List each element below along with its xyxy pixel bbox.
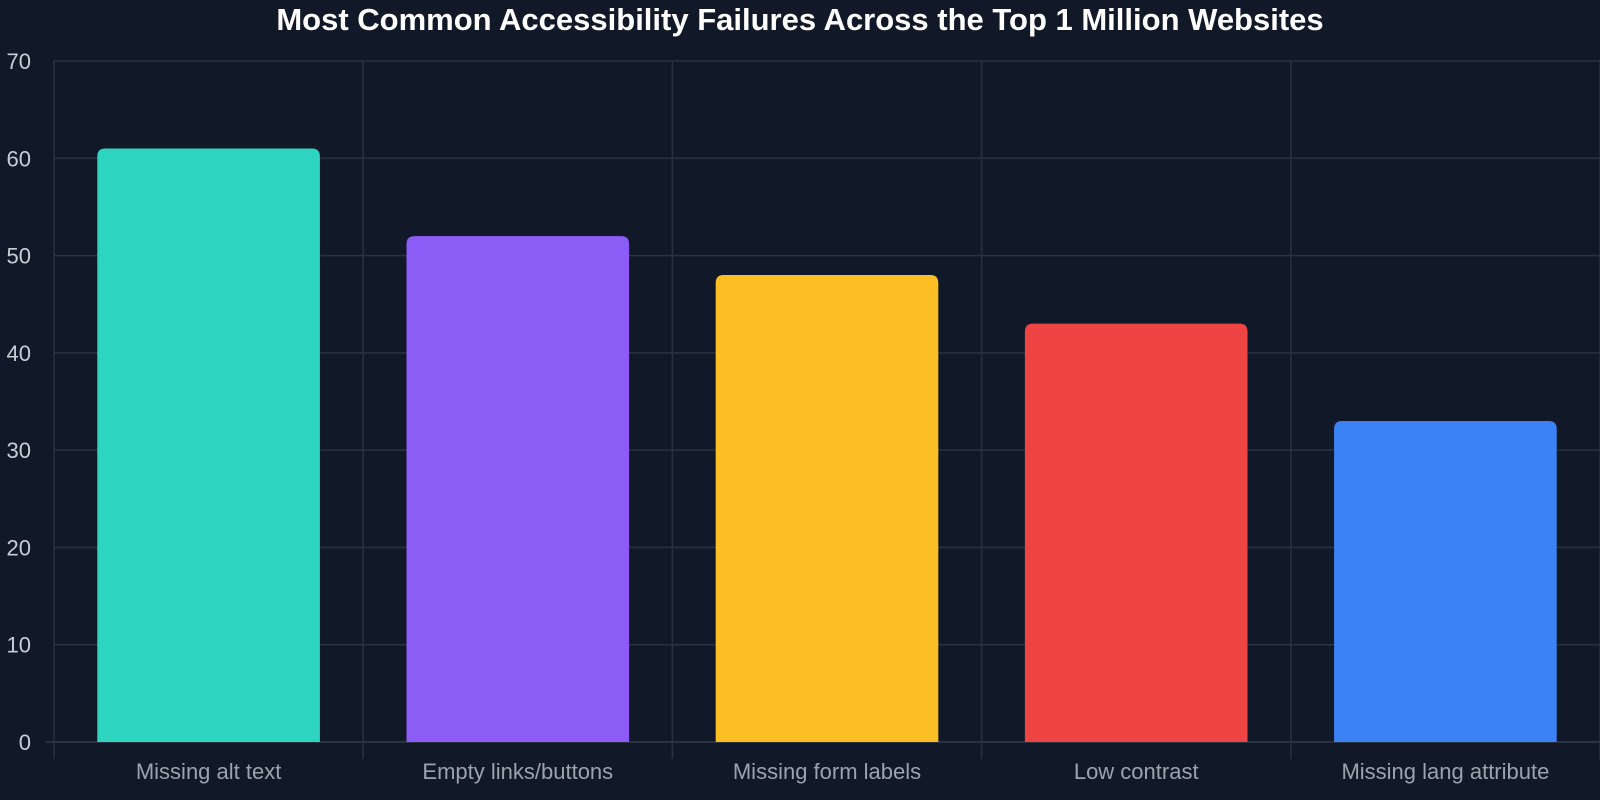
y-tick-label: 30 xyxy=(7,438,31,463)
y-tick-label: 50 xyxy=(7,244,31,269)
x-tick-label: Missing form labels xyxy=(733,759,921,784)
bars xyxy=(97,148,1557,743)
bar xyxy=(1024,323,1248,742)
bar xyxy=(1334,420,1557,742)
x-tick-label: Low contrast xyxy=(1074,759,1199,784)
x-axis-ticks: Missing alt text Empty links/buttons Missi… xyxy=(136,759,1549,784)
x-tick-label: Missing lang attribute xyxy=(1341,759,1549,784)
x-tick-label: Missing alt text xyxy=(136,759,282,784)
y-axis-ticks: 0 10 20 30 40 50 60 70 xyxy=(7,49,31,755)
bar xyxy=(406,236,630,742)
y-tick-label: 70 xyxy=(7,49,31,74)
y-tick-label: 20 xyxy=(7,535,31,560)
y-tick-label: 10 xyxy=(7,633,31,658)
y-tick-label: 0 xyxy=(19,730,31,755)
x-tick-label: Empty links/buttons xyxy=(422,759,613,784)
y-tick-label: 60 xyxy=(7,146,31,171)
bar xyxy=(715,275,939,742)
chart-title: Most Common Accessibility Failures Acros… xyxy=(276,2,1323,37)
bar xyxy=(97,148,320,743)
y-tick-label: 40 xyxy=(7,341,31,366)
